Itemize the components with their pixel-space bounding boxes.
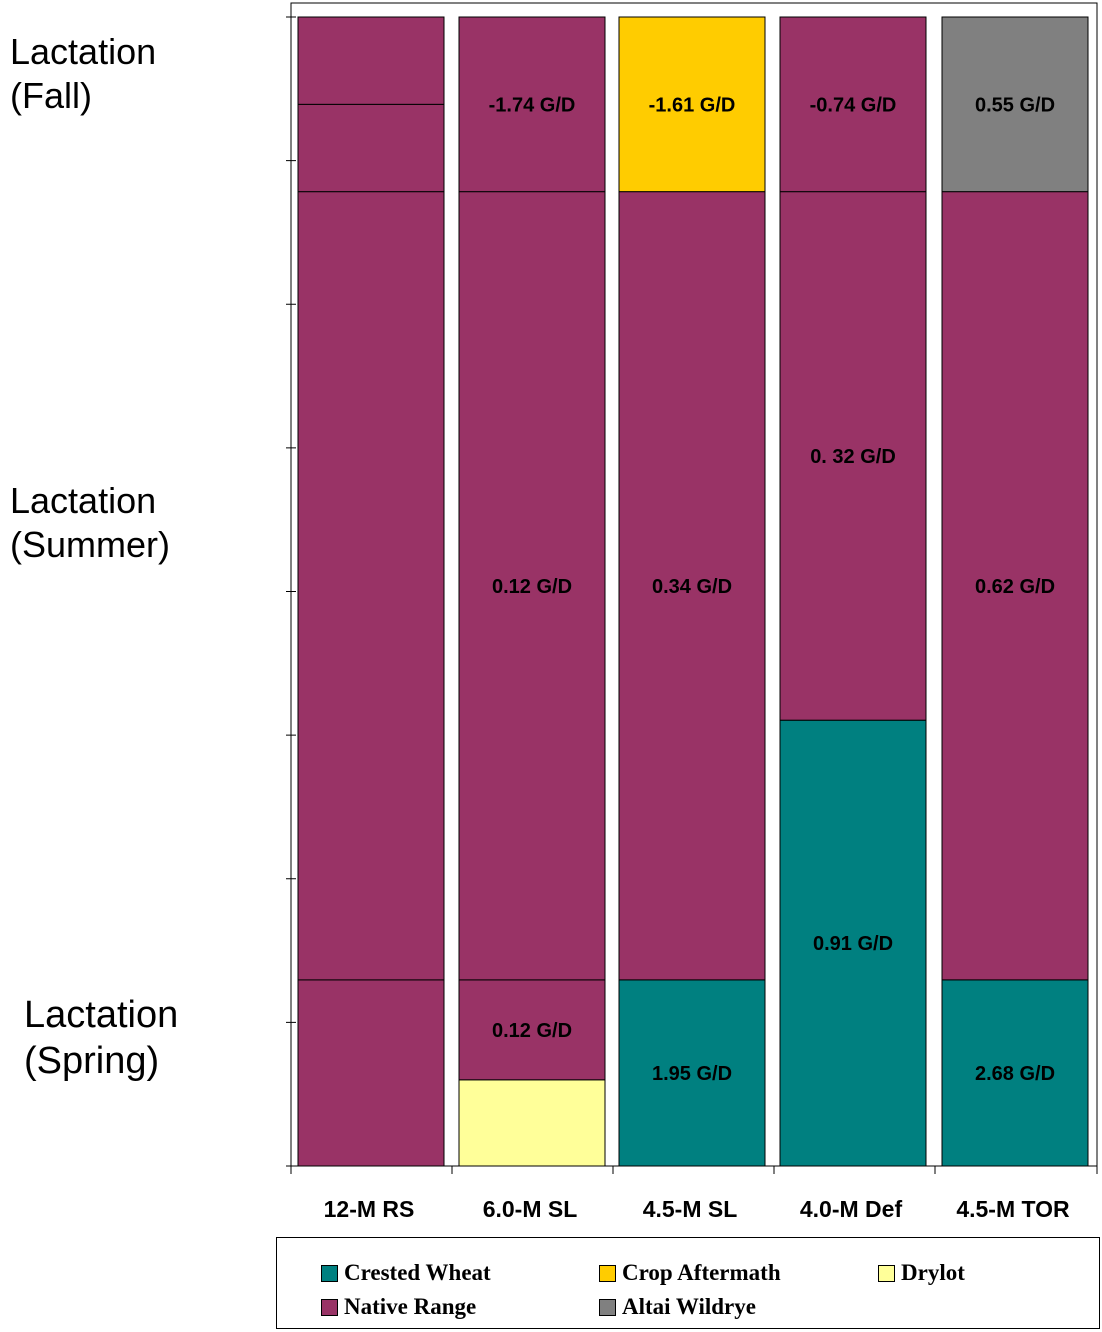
bar-12-m-rs — [297, 16, 445, 1167]
data-label: 2.68 G/D — [975, 1063, 1055, 1085]
data-label: 0.12 G/D — [492, 1020, 572, 1042]
stacked-bar-chart: 0.12 G/D 0.12 G/D -1.74 G/D 1.95 G/D 0.34 G/… — [286, 2, 1098, 1222]
bar-segment-native-range — [941, 191, 1089, 981]
bar-6-0-m-sl: 0.12 G/D 0.12 G/D -1.74 G/D — [458, 16, 606, 1167]
bar-segment-native-range — [458, 191, 606, 981]
legend-item-crop-aftermath: Crop Aftermath — [599, 1260, 781, 1286]
bar-segment-native-range — [297, 103, 445, 193]
legend: Crested Wheat Crop Aftermath Drylot Nati… — [276, 1237, 1100, 1329]
bar-segment-native-range — [458, 979, 606, 1081]
data-label: 0.62 G/D — [975, 576, 1055, 598]
legend-item-crested-wheat: Crested Wheat — [321, 1260, 491, 1286]
legend-item-altai-wildrye: Altai Wildrye — [599, 1294, 756, 1320]
bar-segment-native-range — [297, 979, 445, 1167]
legend-label-native-range: Native Range — [344, 1294, 477, 1319]
data-label: 0. 32 G/D — [810, 446, 896, 468]
phase-label-spring-line2: (Spring) — [24, 1040, 160, 1082]
data-label: 0.34 G/D — [652, 576, 732, 598]
bar-group: 0.12 G/D 0.12 G/D -1.74 G/D 1.95 G/D 0.34 G/… — [297, 16, 1089, 1167]
phase-label-fall-line2: (Fall) — [10, 75, 92, 116]
legend-swatch-drylot — [878, 1264, 895, 1282]
legend-label-drylot: Drylot — [901, 1260, 965, 1285]
data-label: 0.55 G/D — [975, 94, 1055, 116]
legend-label-crested-wheat: Crested Wheat — [344, 1260, 491, 1285]
legend-swatch-crop-aftermath — [599, 1264, 616, 1282]
bar-segment-native-range — [297, 16, 445, 105]
bar-segment-crested-wheat — [779, 719, 927, 1167]
legend-label-altai-wildrye: Altai Wildrye — [622, 1294, 756, 1319]
bar-segment-native-range — [779, 191, 927, 721]
phase-label-fall-line1: Lactation — [10, 31, 157, 72]
data-label: 0.12 G/D — [492, 576, 572, 598]
data-label: -1.61 G/D — [649, 94, 736, 116]
bar-segment-crested-wheat — [941, 979, 1089, 1167]
x-axis-labels: 12-M RS 6.0-M SL 4.5-M SL 4.0-M Def 4.5-M TO… — [324, 1196, 1070, 1222]
legend-label-crop-aftermath: Crop Aftermath — [622, 1260, 781, 1285]
x-tick-label: 4.5-M SL — [643, 1196, 738, 1222]
bar-segment-native-range — [779, 16, 927, 193]
phase-label-summer-line2: (Summer) — [10, 524, 170, 565]
x-tick-label: 6.0-M SL — [483, 1196, 578, 1222]
phase-label-fall: Lactation (Fall) — [10, 30, 156, 118]
x-tick-label: 12-M RS — [324, 1196, 415, 1222]
legend-swatch-native-range — [321, 1298, 338, 1316]
bar-4-5-m-sl: 1.95 G/D 0.34 G/D -1.61 G/D — [618, 16, 766, 1167]
data-label: -1.74 G/D — [489, 94, 576, 116]
legend-swatch-crested-wheat — [321, 1264, 338, 1282]
bar-segment-drylot — [458, 1079, 606, 1167]
bar-segment-crop-aftermath — [618, 16, 766, 193]
bar-segment-native-range — [618, 191, 766, 981]
data-label: 1.95 G/D — [652, 1063, 732, 1085]
bar-segment-native-range — [458, 16, 606, 193]
legend-swatch-altai-wildrye — [599, 1298, 616, 1316]
legend-item-native-range: Native Range — [321, 1294, 476, 1320]
data-label: 0.91 G/D — [813, 933, 893, 955]
phase-label-summer-line1: Lactation — [10, 480, 157, 521]
bar-4-0-m-def: 0.91 G/D 0. 32 G/D -0.74 G/D — [779, 16, 927, 1167]
phase-label-summer: Lactation (Summer) — [10, 479, 170, 567]
bar-segment-altai-wildrye — [941, 16, 1089, 193]
phase-label-spring-line1: Lactation — [24, 994, 179, 1036]
bar-segment-crested-wheat — [618, 979, 766, 1167]
data-label: -0.74 G/D — [810, 94, 897, 116]
legend-item-drylot: Drylot — [878, 1260, 965, 1286]
bar-segment-native-range — [297, 191, 445, 981]
x-tick-label: 4.0-M Def — [800, 1196, 903, 1222]
bar-4-5-m-tor: 2.68 G/D 0.62 G/D 0.55 G/D — [941, 16, 1089, 1167]
phase-label-spring: Lactation (Spring) — [24, 992, 178, 1084]
x-tick-label: 4.5-M TOR — [956, 1196, 1070, 1222]
